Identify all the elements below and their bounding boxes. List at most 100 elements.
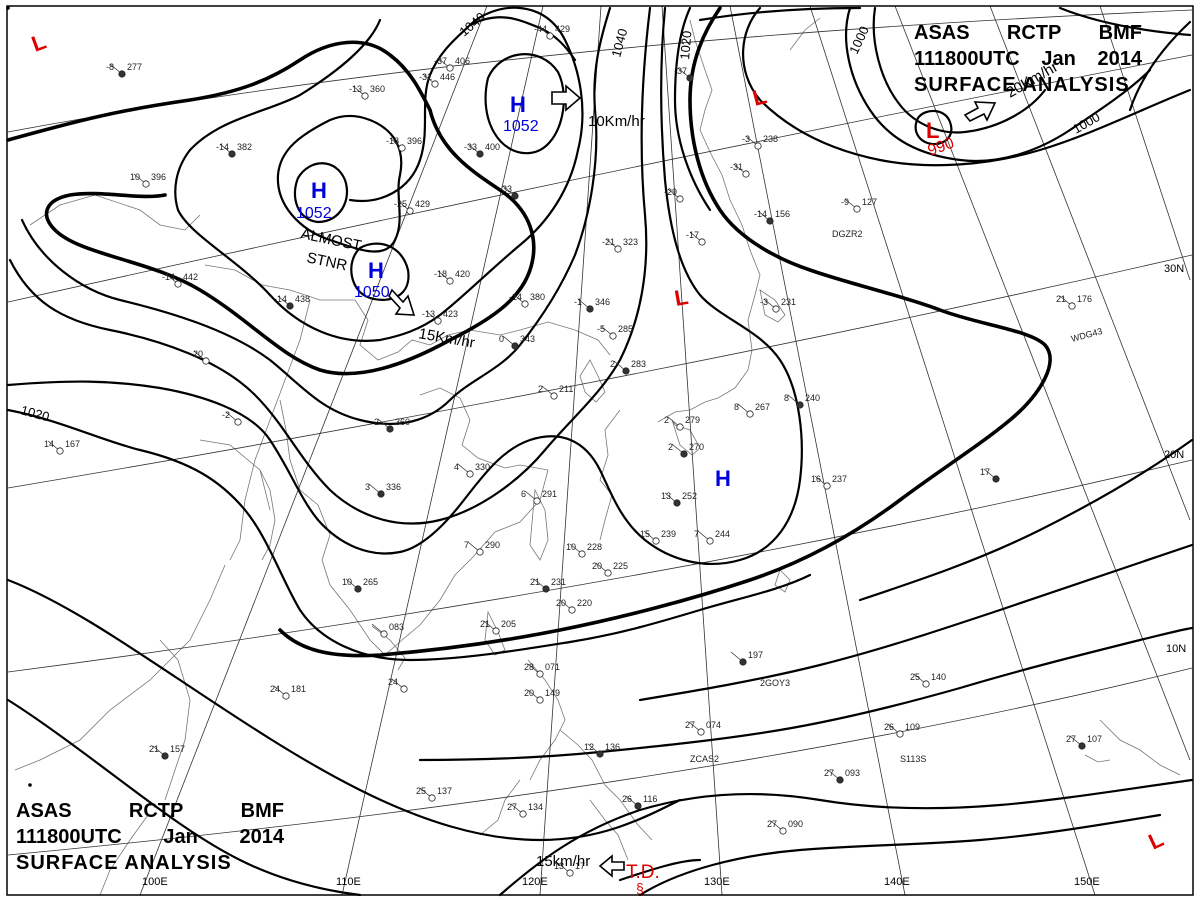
station-circle-icon [739, 658, 747, 666]
station-temperature: 20 [524, 688, 534, 698]
station-circle-icon [578, 550, 586, 558]
isobar-label: 1040 [608, 27, 630, 59]
header-title: SURFACE ANALYSIS [16, 852, 232, 874]
station-pressure: 083 [389, 622, 404, 632]
station-temperature: 2 [374, 417, 379, 427]
station-plot: -33 [499, 184, 519, 200]
station-temperature: 15 [640, 529, 650, 539]
station-temperature: -14 [754, 209, 767, 219]
station-plot: -29 [664, 187, 684, 203]
high-center-value: 1052 [503, 118, 539, 135]
station-pressure: 109 [905, 722, 920, 732]
station-pressure: 181 [291, 684, 306, 694]
station-pressure: 074 [706, 720, 721, 730]
longitude-label: 130E [704, 876, 730, 888]
station-pressure: 343 [520, 334, 535, 344]
station-pressure: 323 [623, 237, 638, 247]
station-pressure: 107 [1087, 734, 1102, 744]
station-circle-icon [823, 482, 831, 490]
isobar-label: 1020 [677, 30, 694, 60]
station-circle-icon [234, 418, 242, 426]
motion-arrow-icon [551, 84, 582, 112]
header-top-right: ASAS RCTP BMF 111800UTC Jan 2014 SURFACE… [914, 20, 1142, 98]
station-temperature: 12 [584, 742, 594, 752]
station-plot: 12 136 [584, 742, 620, 758]
latitude-label: 10N [1166, 643, 1186, 655]
station-plot: -13 360 [349, 84, 385, 100]
station-plot: 2 211 [538, 384, 573, 400]
station-circle-icon [228, 150, 236, 158]
station-plot: 3 336 [365, 482, 401, 498]
station-pressure: 238 [763, 134, 778, 144]
station-temperature: 28 [524, 662, 534, 672]
station-temperature: 20 [592, 561, 602, 571]
station-circle-icon [161, 752, 169, 760]
station-temperature: -33 [499, 184, 512, 194]
station-pressure: 116 [643, 794, 657, 804]
station-pressure: 156 [775, 209, 790, 219]
station-plot: 21 231 [530, 577, 566, 593]
station-pressure: 244 [715, 529, 730, 539]
station-circle-icon [431, 80, 439, 88]
station-pressure: 290 [485, 540, 500, 550]
station-pressure: 071 [545, 662, 560, 672]
station-circle-icon [428, 794, 436, 802]
header-code: BMF [1098, 22, 1142, 44]
ship-id: ZCAS2 [690, 754, 719, 764]
station-circle-icon [446, 277, 454, 285]
motion-label: 10Km/hr [588, 113, 645, 130]
station-circle-icon [380, 630, 388, 638]
station-pressure: 127 [862, 197, 877, 207]
station-plot: -5 285 [597, 324, 633, 340]
station-temperature: -14 [509, 292, 522, 302]
station-plot: -14 382 [216, 142, 252, 158]
station-temperature: 21 [480, 619, 490, 629]
station-temperature: 8 [784, 393, 789, 403]
header-year: 2014 [239, 826, 284, 848]
station-pressure: 231 [781, 297, 796, 307]
station-plot: 8 240 [784, 393, 820, 409]
latitude-label: 20N [1164, 449, 1184, 461]
station-temperature: -29 [664, 187, 677, 197]
station-temperature: 2 [610, 359, 615, 369]
station-pressure: 211 [559, 384, 573, 394]
header-agency: ASAS [16, 800, 72, 822]
isobar-1000 [844, 6, 1152, 162]
header-station: RCTP [1006, 22, 1062, 44]
isobar-1040-outer [174, 6, 584, 342]
station-temperature: 7 [694, 529, 699, 539]
station-plot: -44 429 [534, 24, 570, 40]
station-circle-icon [586, 305, 594, 313]
station-circle-icon [673, 499, 681, 507]
station-temperature: -21 [602, 237, 615, 247]
header-title: SURFACE ANALYSIS [914, 74, 1130, 96]
station-pressure: 197 [748, 650, 763, 660]
station-circle-icon [466, 470, 474, 478]
station-temperature: 8 [734, 402, 739, 412]
station-temperature: 13 [554, 861, 564, 871]
station-temperature: 25 [910, 672, 920, 682]
station-temperature: -14 [216, 142, 229, 152]
station-plot: 197 [730, 650, 763, 666]
station-temperature: -37 [674, 66, 687, 76]
station-temperature: 6 [521, 489, 526, 499]
station-pressure: 136 [605, 742, 620, 752]
header-month: Jan [1041, 48, 1076, 70]
station-temperature: 26 [884, 722, 894, 732]
station-plot: -14 380 [509, 292, 545, 308]
station-pressure: 176 [1077, 294, 1092, 304]
station-temperature: 27 [1066, 734, 1076, 744]
station-temperature: -1 [574, 297, 582, 307]
station-circle-icon [398, 144, 406, 152]
station-pressure: 446 [440, 72, 455, 82]
station-temperature: -44 [534, 24, 547, 34]
station-plot: 2 270 [668, 442, 704, 458]
longitude-label: 150E [1074, 876, 1100, 888]
station-circle-icon [406, 207, 414, 215]
station-pressure: 360 [395, 417, 410, 427]
station-temperature: 2 [664, 415, 669, 425]
station-pressure: 225 [613, 561, 628, 571]
station-pressure: 380 [530, 292, 545, 302]
station-circle-icon [476, 548, 484, 556]
station-pressure: 270 [689, 442, 704, 452]
